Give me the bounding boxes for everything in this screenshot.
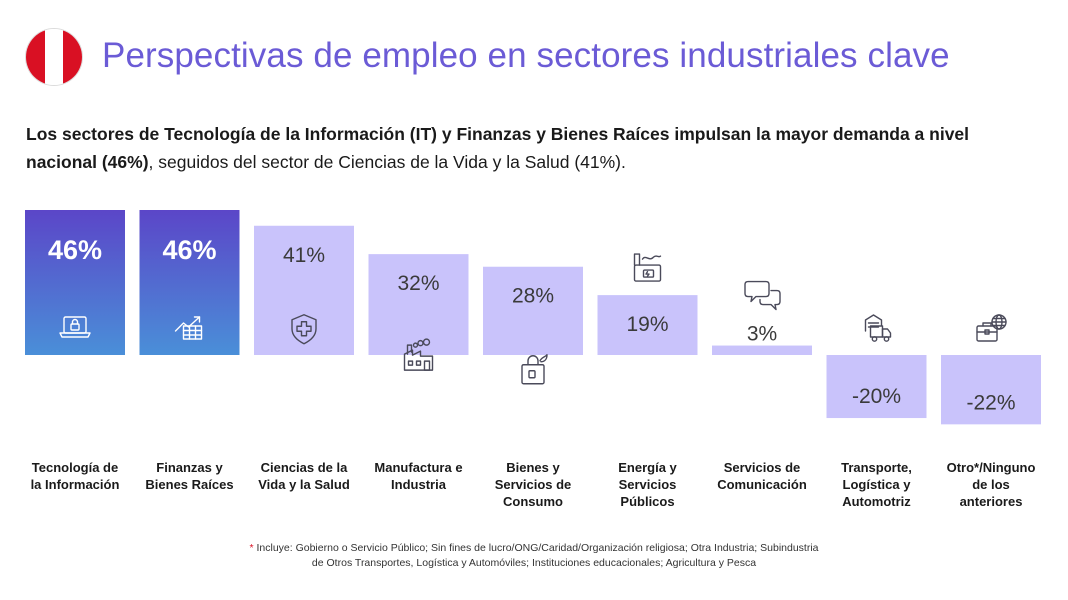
page-subtitle: Los sectores de Tecnología de la Informa… — [26, 120, 1026, 176]
value-label-3: 32% — [397, 272, 439, 295]
category-label-5-line-2: Públicos — [620, 494, 675, 509]
category-label-0-line-0: Tecnología de — [31, 460, 119, 475]
employment-bar-chart: 46% 46% 41% 32% 28% 19% 3% -20% -22% — [25, 210, 1041, 425]
value-label-0: 46% — [48, 235, 102, 265]
category-label-3: Manufactura e Industria — [363, 459, 475, 493]
category-label-6-line-0: Servicios de — [723, 460, 801, 475]
category-label-8-line-1: de los — [972, 477, 1010, 492]
value-label-7: -20% — [852, 385, 901, 408]
shopping-bag-icon — [521, 354, 548, 385]
category-label-1-line-0: Finanzas y — [156, 460, 223, 475]
footnote-line-1: * Incluye: Gobierno o Servicio Público; … — [0, 541, 1068, 556]
category-label-1-line-1: Bienes Raíces — [145, 477, 234, 492]
bar-3 — [368, 254, 469, 355]
category-label-2: Ciencias de la Vida y la Salud — [248, 459, 360, 493]
category-label-6: Servicios de Comunicación — [706, 459, 818, 493]
value-label-5: 19% — [626, 313, 668, 336]
category-label-8: Otro*/Ninguno de los anteriores — [935, 459, 1047, 510]
category-label-5: Energía y Servicios Públicos — [592, 459, 704, 510]
value-label-8: -22% — [966, 391, 1015, 414]
subtitle-bold: Los sectores de Tecnología de la Informa… — [26, 124, 970, 172]
category-label-2-line-0: Ciencias de la — [260, 460, 348, 475]
category-label-4-line-1: Servicios de — [494, 477, 572, 492]
bar-5 — [597, 295, 698, 355]
category-label-4-line-2: Consumo — [503, 494, 563, 509]
bar-8 — [941, 355, 1041, 425]
category-label-7-line-0: Transporte, — [841, 460, 912, 475]
peru-flag-icon — [26, 29, 82, 85]
footnote: * Incluye: Gobierno o Servicio Público; … — [0, 541, 1068, 571]
footnote-text-1: Incluye: Gobierno o Servicio Público; Si… — [256, 542, 819, 554]
bar-6 — [712, 345, 812, 355]
category-label-7-line-1: Logística y — [842, 477, 911, 492]
category-label-5-line-0: Energía y — [618, 460, 677, 475]
footnote-star: * — [249, 542, 254, 554]
value-label-1: 46% — [162, 235, 216, 265]
health-shield-icon — [291, 314, 317, 345]
subtitle-regular: , seguidos del sector de Ciencias de la … — [148, 152, 626, 172]
category-label-8-line-0: Otro*/Ninguno — [946, 460, 1036, 475]
category-label-7: Transporte, Logística y Automotriz — [821, 459, 933, 510]
category-label-8-line-2: anteriores — [959, 494, 1023, 509]
category-label-0: Tecnología de la Información — [19, 459, 131, 493]
category-label-6-line-1: Comunicación — [717, 477, 807, 492]
bar-0 — [25, 210, 125, 355]
category-label-2-line-1: Vida y la Salud — [258, 477, 350, 492]
globe-briefcase-icon — [976, 314, 1007, 342]
factory-icon — [403, 338, 434, 371]
page-title: Perspectivas de empleo en sectores indus… — [102, 36, 950, 75]
category-label-4-line-0: Bienes y — [506, 460, 560, 475]
laptop-lock-icon — [59, 316, 91, 338]
value-label-2: 41% — [283, 244, 325, 267]
footnote-line-2: de Otros Transportes, Logística y Automó… — [311, 557, 757, 569]
bar-7 — [826, 355, 927, 419]
category-label-1: Finanzas y Bienes Raíces — [134, 459, 246, 493]
value-label-6: 3% — [747, 323, 777, 346]
bar-2 — [254, 225, 354, 355]
category-label-3-line-0: Manufactura e — [374, 460, 463, 475]
value-label-4: 28% — [512, 285, 554, 308]
bar-4 — [483, 266, 583, 355]
energy-factory-icon — [633, 253, 662, 282]
category-label-4: Bienes y Servicios de Consumo — [477, 459, 589, 510]
category-label-3-line-1: Industria — [391, 477, 446, 492]
category-label-0-line-1: la Información — [30, 477, 120, 492]
truck-building-icon — [864, 314, 892, 342]
chat-bubbles-icon — [744, 280, 781, 311]
category-label-5-line-1: Servicios — [618, 477, 677, 492]
category-label-7-line-2: Automotriz — [842, 494, 911, 509]
chart-growth-icon — [174, 316, 203, 340]
